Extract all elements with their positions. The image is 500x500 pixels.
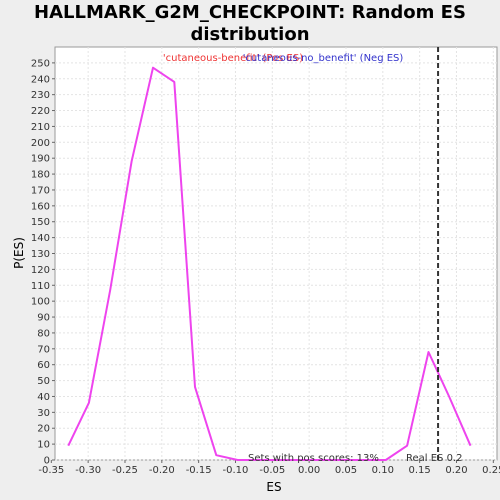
- x-axis-label: ES: [266, 480, 281, 494]
- y-tick-label: 120: [31, 265, 50, 276]
- y-tick-label: 160: [31, 201, 50, 212]
- y-axis-label: P(ES): [12, 237, 26, 269]
- y-tick-label: 80: [37, 328, 50, 339]
- real-es-annotation: Real ES 0.2: [406, 453, 462, 464]
- legend-item-neg: 'cutaneous-no_benefit' (Neg ES): [243, 53, 404, 64]
- legend-item-pos: 'cutaneous-benefit' (Pos ES): [163, 53, 303, 64]
- y-tick-label: 100: [31, 297, 50, 308]
- chart-title-line1: HALLMARK_G2M_CHECKPOINT: Random ES: [34, 2, 466, 23]
- y-tick-label: 90: [37, 313, 50, 324]
- y-tick-label: 110: [31, 281, 50, 292]
- grid-lines: [55, 47, 497, 461]
- x-tick-label: -0.15: [186, 465, 212, 476]
- x-tick-label: -0.05: [259, 465, 285, 476]
- x-tick-label: -0.30: [75, 465, 101, 476]
- y-tick-label: 40: [37, 392, 50, 403]
- chart-title: HALLMARK_G2M_CHECKPOINT: Random ES distr…: [0, 2, 500, 46]
- series-layer: [67, 66, 472, 461]
- y-tick-label: 0: [44, 456, 50, 467]
- pos-scores-annotation: Sets with pos scores: 13%: [248, 453, 379, 464]
- y-tick-label: 180: [31, 170, 50, 181]
- y-tick-label: 170: [31, 185, 50, 196]
- x-tick-label: 0.25: [482, 465, 500, 476]
- y-tick-label: 140: [31, 233, 50, 244]
- x-tick-label: 0.05: [335, 465, 357, 476]
- x-tick-label: -0.20: [149, 465, 175, 476]
- es-distribution-line: [67, 66, 472, 461]
- y-tick-label: 130: [31, 249, 50, 260]
- y-tick-label: 50: [37, 376, 50, 387]
- y-tick-label: 230: [31, 90, 50, 101]
- y-tick-label: 210: [31, 122, 50, 133]
- y-tick-label: 150: [31, 217, 50, 228]
- y-tick-label: 190: [31, 154, 50, 165]
- y-tick-label: 220: [31, 106, 50, 117]
- y-tick-label: 30: [37, 408, 50, 419]
- axes: 0 10 20 30 40 50 60 70 80 90 100 110 120 130 140 150 160…: [31, 58, 500, 476]
- x-tick-label: -0.10: [223, 465, 249, 476]
- y-tick-label: 70: [37, 344, 50, 355]
- y-tick-label: 10: [37, 440, 50, 451]
- y-tick-label: 250: [31, 58, 50, 69]
- x-tick-label: 0.20: [445, 465, 467, 476]
- x-tick-label: -0.25: [112, 465, 138, 476]
- legend: 'cutaneous-benefit' (Pos ES)'cutaneous-n…: [163, 53, 404, 64]
- y-tick-label: 20: [37, 424, 50, 435]
- y-tick-label: 60: [37, 360, 50, 371]
- y-tick-label: 240: [31, 74, 50, 85]
- x-tick-label: 0.00: [298, 465, 320, 476]
- x-tick-label: -0.35: [38, 465, 64, 476]
- x-tick-label: 0.10: [372, 465, 394, 476]
- y-tick-label: 200: [31, 138, 50, 149]
- chart-title-line2: distribution: [190, 24, 310, 45]
- x-tick-label: 0.15: [409, 465, 431, 476]
